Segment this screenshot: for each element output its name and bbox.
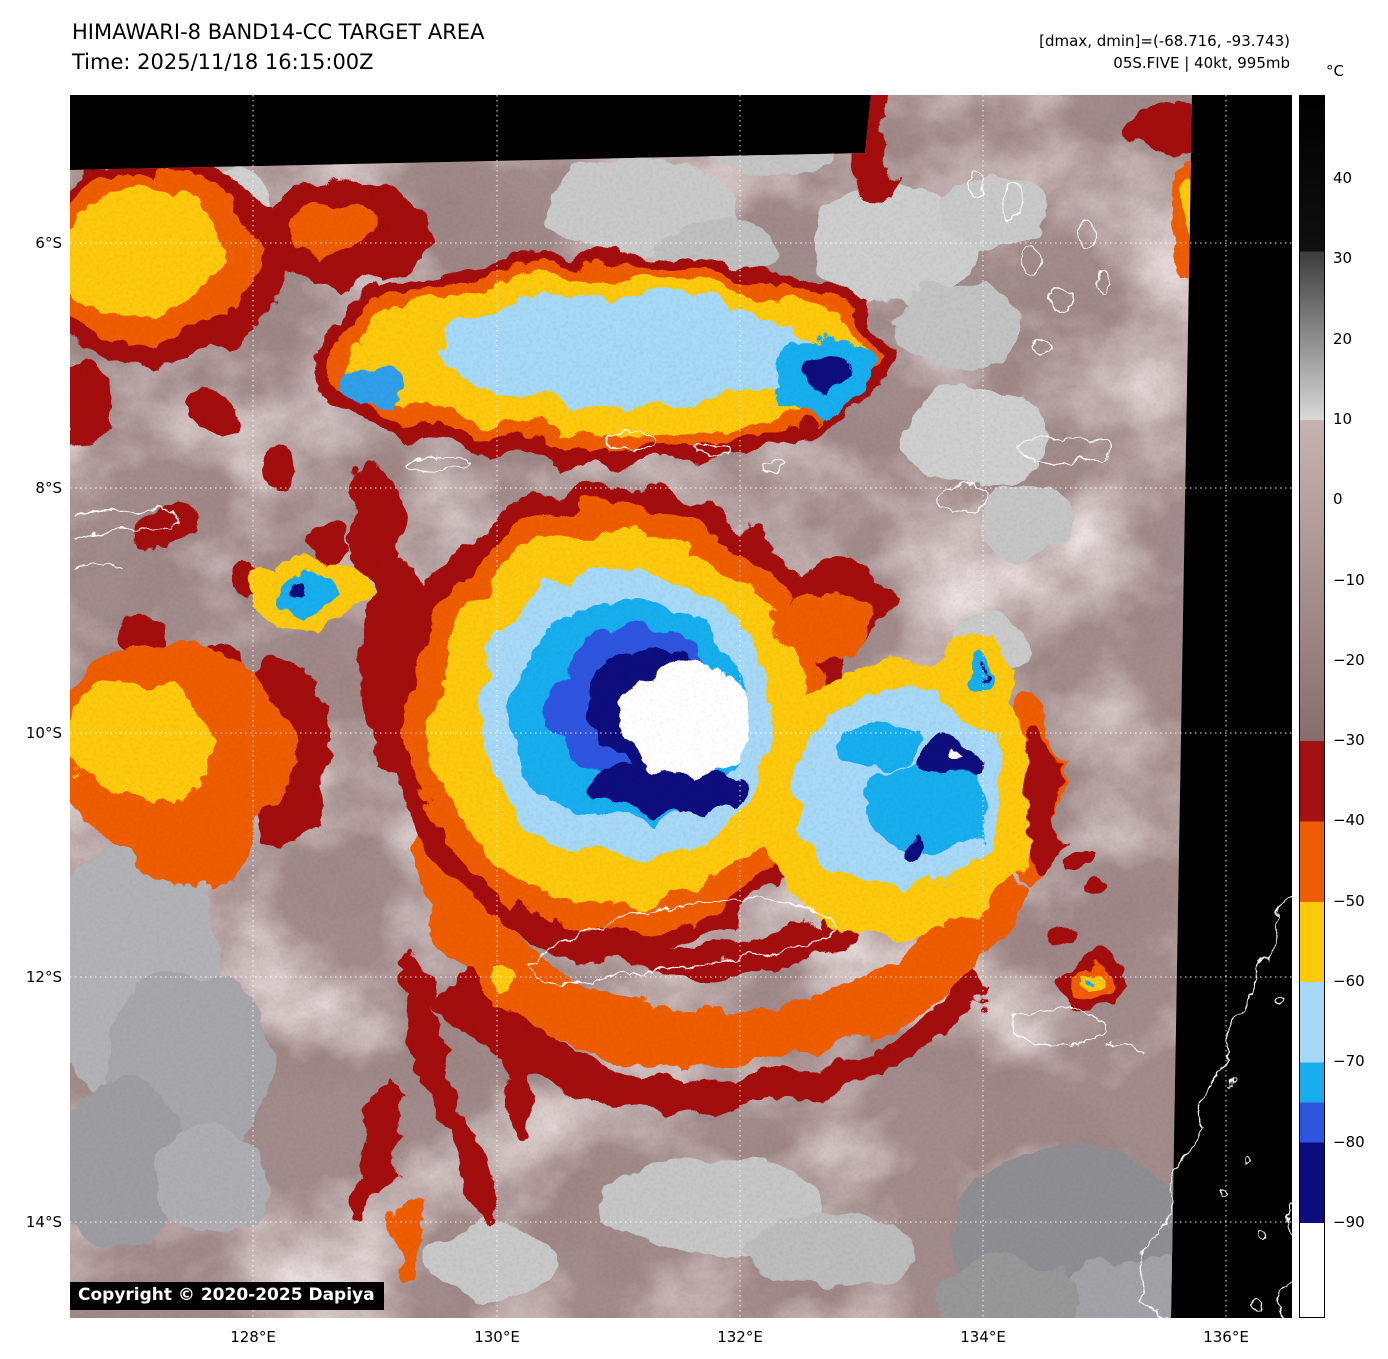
colorbar-tick-label: 30 (1333, 249, 1353, 268)
colorbar-tick-label: −50 (1333, 891, 1365, 910)
colorbar-gradient (1299, 95, 1325, 1318)
copyright-label: Copyright © 2020-2025 Dapiya (70, 1282, 384, 1310)
colorbar-tick-label: −90 (1333, 1213, 1365, 1231)
colorbar-tick-label: −80 (1333, 1132, 1365, 1151)
dmax-dmin-readout: [dmax, dmin]=(-68.716, -93.743) (1039, 32, 1290, 50)
storm-readout: 05S.FIVE | 40kt, 995mb (1113, 54, 1290, 72)
colorbar-unit-label: °C (1326, 62, 1344, 80)
image-title: HIMAWARI-8 BAND14-CC TARGET AREA (72, 20, 485, 44)
latitude-tick-label: 12°S (25, 968, 62, 986)
longitude-tick-label: 132°E (717, 1328, 763, 1346)
latitude-tick-label: 10°S (25, 724, 62, 742)
colorbar-tick-label: 20 (1333, 329, 1353, 348)
satellite-imagery (70, 95, 1292, 1318)
longitude-tick-label: 128°E (230, 1328, 276, 1346)
colorbar-tick-label: 40 (1333, 168, 1353, 187)
image-readouts: [dmax, dmin]=(-68.716, -93.743) 05S.FIVE… (1039, 30, 1290, 74)
latitude-tick-label: 6°S (35, 234, 62, 252)
colorbar-tick-label: −40 (1333, 811, 1365, 830)
longitude-tick-label: 134°E (960, 1328, 1006, 1346)
coastlines (70, 172, 1292, 1318)
latitude-tick-label: 8°S (35, 479, 62, 497)
data-swath (70, 95, 1192, 1318)
colorbar-tick-label: −20 (1333, 650, 1365, 669)
colorbar-tick-label: −60 (1333, 972, 1365, 991)
colorbar-tick-label: −30 (1333, 731, 1365, 750)
latlon-grid (70, 95, 1292, 1318)
colorbar-tick-label: 0 (1333, 490, 1343, 509)
colorbar-tick-label: 10 (1333, 409, 1353, 428)
colorbar-tick-label: −10 (1333, 570, 1365, 589)
longitude-tick-label: 130°E (474, 1328, 520, 1346)
longitude-tick-label: 136°E (1203, 1328, 1249, 1346)
latitude-tick-label: 14°S (25, 1213, 62, 1231)
colorbar-tick-label: −70 (1333, 1052, 1365, 1071)
image-time: Time: 2025/11/18 16:15:00Z (72, 50, 374, 74)
